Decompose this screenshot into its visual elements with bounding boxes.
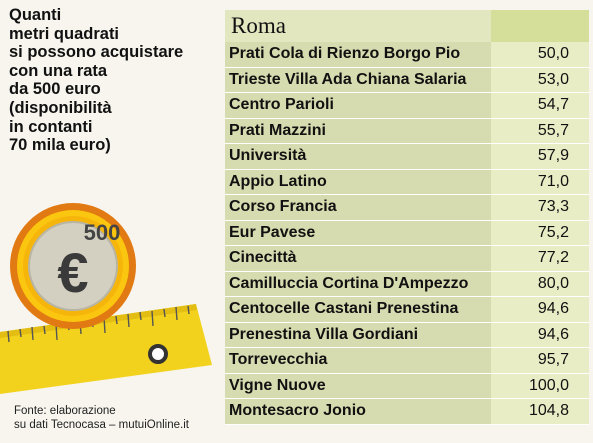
neighborhood-name: Torrevecchia (225, 348, 491, 373)
euro-coin-icon: 500 € (10, 203, 136, 329)
neighborhood-name: Montesacro Jonio (225, 399, 491, 424)
table-row: Prati Cola di Rienzo Borgo Pio 50,0 (225, 42, 589, 68)
table-row: Camilluccia Cortina D'Ampezzo 80,0 (225, 271, 589, 297)
coin-value: 500 (84, 220, 121, 245)
neighborhood-name: Cinecittà (225, 246, 491, 271)
table-row: Torrevecchia 95,7 (225, 348, 589, 374)
neighborhood-name: Centro Parioli (225, 93, 491, 118)
headline-line: 70 mila euro) (9, 136, 111, 155)
value-column-header (491, 10, 589, 42)
table-row: Cinecittà 77,2 (225, 246, 589, 272)
square-meters-value: 104,8 (491, 399, 589, 424)
headline-line: metri quadrati (9, 24, 120, 43)
headline-line: Quanti (9, 6, 62, 24)
table-row: Centocelle Castani Prenestina 94,6 (225, 297, 589, 323)
headline-line: si possono acquistare (9, 43, 184, 62)
table-row: Eur Pavese 75,2 (225, 220, 589, 246)
neighborhood-name: Camilluccia Cortina D'Ampezzo (225, 271, 491, 296)
neighborhood-name: Appio Latino (225, 169, 491, 194)
tape-eyelet-icon (148, 344, 168, 364)
coin-and-tape-illustration: 500 € (0, 203, 212, 394)
square-meters-value: 54,7 (491, 93, 589, 118)
square-meters-value: 71,0 (491, 169, 589, 194)
headline-line: in contanti (9, 117, 93, 136)
square-meters-value: 50,0 (491, 42, 589, 67)
table-row: Università 57,9 (225, 144, 589, 170)
table-row: Trieste Villa Ada Chiana Salaria 53,0 (225, 67, 589, 93)
table-header: Roma (225, 10, 589, 42)
neighborhood-name: Prati Cola di Rienzo Borgo Pio (225, 42, 491, 67)
table-row: Montesacro Jonio 104,8 (225, 399, 589, 425)
square-meters-value: 55,7 (491, 118, 589, 143)
source-line: su dati Tecnocasa – mutuiOnline.it (14, 418, 189, 431)
source-note: Fonte: elaborazione su dati Tecnocasa – … (14, 405, 219, 432)
square-meters-value: 80,0 (491, 271, 589, 296)
neighborhood-name: Vigne Nuove (225, 373, 491, 398)
square-meters-value: 75,2 (491, 220, 589, 245)
square-meters-value: 77,2 (491, 246, 589, 271)
headline: Quanti metri quadrati si possono acquist… (9, 6, 214, 155)
square-meters-value: 57,9 (491, 144, 589, 169)
source-line: Fonte: elaborazione (14, 405, 116, 417)
square-meters-value: 53,0 (491, 67, 589, 92)
headline-line: (disponibilità (9, 98, 112, 117)
square-meters-value: 94,6 (491, 322, 589, 347)
table-row: Centro Parioli 54,7 (225, 93, 589, 119)
neighborhood-name: Prenestina Villa Gordiani (225, 322, 491, 347)
square-meters-value: 100,0 (491, 373, 589, 398)
neighborhood-name: Università (225, 144, 491, 169)
headline-line: con una rata (9, 61, 108, 80)
table-row: Vigne Nuove 100,0 (225, 373, 589, 399)
euro-symbol: € (57, 241, 88, 304)
table-row: Prati Mazzini 55,7 (225, 118, 589, 144)
square-meters-value: 95,7 (491, 348, 589, 373)
table-row: Prenestina Villa Gordiani 94,6 (225, 322, 589, 348)
neighborhood-name: Corso Francia (225, 195, 491, 220)
headline-line: da 500 euro (9, 80, 101, 99)
roma-table: Roma Prati Cola di Rienzo Borgo Pio 50,0 T… (225, 10, 589, 425)
neighborhood-name: Centocelle Castani Prenestina (225, 297, 491, 322)
neighborhood-name: Eur Pavese (225, 220, 491, 245)
square-meters-value: 73,3 (491, 195, 589, 220)
neighborhood-name: Trieste Villa Ada Chiana Salaria (225, 67, 491, 92)
neighborhood-name: Prati Mazzini (225, 118, 491, 143)
table-row: Corso Francia 73,3 (225, 195, 589, 221)
table-body: Prati Cola di Rienzo Borgo Pio 50,0 Triest… (225, 42, 589, 425)
table-row: Appio Latino 71,0 (225, 169, 589, 195)
table-title: Roma (231, 13, 286, 38)
square-meters-value: 94,6 (491, 297, 589, 322)
